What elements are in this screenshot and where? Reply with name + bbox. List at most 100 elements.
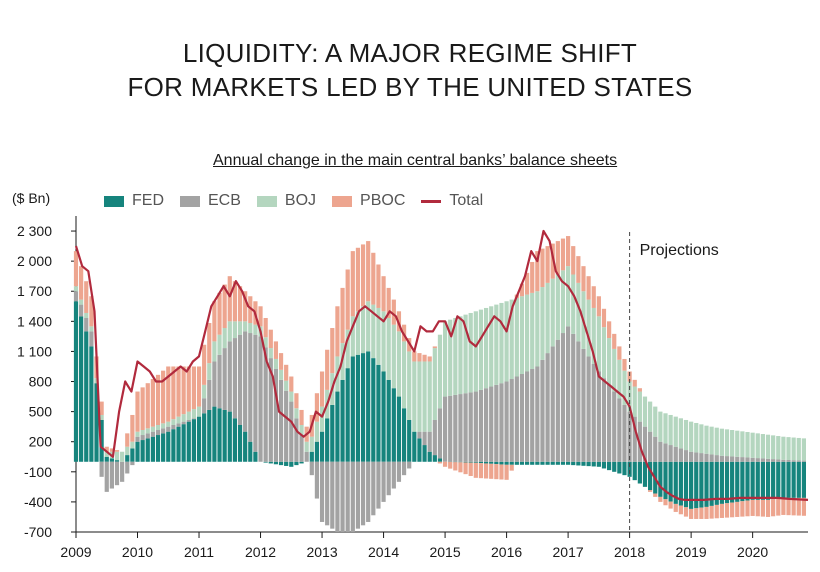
bar-segment-ecb bbox=[330, 461, 335, 529]
bar-segment-pboc bbox=[422, 354, 427, 362]
bar-segment-boj bbox=[437, 334, 443, 409]
bar-segment-ecb bbox=[724, 456, 730, 462]
bar-segment-ecb bbox=[555, 339, 560, 462]
x-tick-label: 2018 bbox=[614, 544, 645, 560]
bar-segment-boj bbox=[268, 348, 273, 359]
bar-segment-pboc bbox=[632, 379, 637, 387]
bar-segment-fed bbox=[627, 461, 632, 477]
bar-segment-ecb bbox=[268, 358, 273, 462]
bar-segment-boj bbox=[161, 423, 166, 429]
bar-segment-ecb bbox=[427, 431, 432, 452]
bar-segment-ecb bbox=[232, 338, 238, 419]
bar-segment-fed bbox=[796, 461, 801, 498]
bar-segment-boj bbox=[468, 312, 473, 393]
bar-segment-pboc bbox=[166, 366, 171, 422]
bar-segment-boj bbox=[519, 296, 525, 374]
bar-segment-pboc bbox=[673, 503, 678, 512]
bar-segment-fed bbox=[319, 431, 325, 462]
bar-segment-boj bbox=[750, 432, 755, 458]
bar-segment-fed bbox=[412, 431, 417, 462]
bar-segment-ecb bbox=[663, 443, 668, 462]
legend-label-fed: FED bbox=[132, 192, 164, 209]
bar-segment-boj bbox=[120, 451, 125, 462]
bar-segment-fed bbox=[581, 461, 586, 466]
bar-segment-pboc bbox=[417, 353, 422, 362]
bar-segment-boj bbox=[765, 434, 771, 459]
legend: FED ECB BOJ PBOC Total bbox=[104, 192, 483, 210]
bar-segment-pboc bbox=[84, 281, 89, 313]
bar-segment-pboc bbox=[735, 501, 740, 517]
bar-segment-fed bbox=[601, 461, 607, 469]
bar-segment-boj bbox=[576, 282, 581, 342]
bar-segment-boj bbox=[89, 326, 94, 332]
bar-segment-pboc bbox=[381, 276, 386, 312]
bar-segment-pboc bbox=[314, 393, 320, 422]
x-axis: 2009 2010 2011 2012 2013 2014 2015 2016 2017 2018… bbox=[60, 531, 808, 560]
x-tick-label: 2019 bbox=[676, 544, 707, 560]
x-tick-label: 2015 bbox=[429, 544, 460, 560]
bar-segment-pboc bbox=[217, 292, 222, 335]
bar-segment-boj bbox=[186, 411, 191, 420]
bar-segment-fed bbox=[222, 409, 227, 462]
bar-segment-pboc bbox=[176, 366, 181, 417]
bar-segment-pboc bbox=[391, 299, 396, 325]
bar-segment-pboc bbox=[268, 329, 273, 349]
bar-segment-boj bbox=[530, 292, 535, 369]
bar-segment-pboc bbox=[140, 387, 145, 431]
bar-segment-pboc bbox=[330, 328, 335, 374]
bar-segment-ecb bbox=[114, 461, 120, 486]
bar-segment-ecb bbox=[432, 419, 437, 456]
bar-segment-boj bbox=[586, 299, 591, 357]
bar-segment-fed bbox=[730, 461, 735, 503]
bar-segment-fed bbox=[617, 461, 622, 474]
bar-segment-pboc bbox=[622, 358, 627, 371]
x-tick-label: 2009 bbox=[60, 544, 91, 560]
bar-segment-boj bbox=[596, 316, 601, 372]
bar-segment-ecb bbox=[335, 461, 340, 532]
bar-segment-fed bbox=[268, 461, 273, 464]
legend-item-ecb: ECB bbox=[180, 192, 241, 210]
bar-segment-boj bbox=[125, 446, 130, 456]
bar-segment-fed bbox=[191, 419, 197, 462]
bar-segment-boj bbox=[196, 406, 202, 417]
bar-segment-pboc bbox=[463, 462, 468, 475]
bar-segment-pboc bbox=[335, 306, 340, 357]
bar-segment-boj bbox=[801, 438, 807, 461]
y-tick-label: 800 bbox=[29, 374, 53, 390]
y-axis: 2 300 2 000 1 700 1 400 1 100 800 500 200 -100 -4… bbox=[17, 216, 77, 540]
bar-segment-fed bbox=[437, 458, 443, 462]
chart-title-line-2: FOR MARKETS LED BY THE UNITED STATES bbox=[127, 72, 693, 102]
bar-segment-boj bbox=[181, 414, 186, 422]
bar-segment-boj bbox=[176, 416, 181, 424]
y-tick-label: 2 000 bbox=[17, 253, 52, 269]
bar-segment-boj bbox=[699, 424, 704, 454]
bar-segment-ecb bbox=[617, 398, 622, 462]
bar-segment-boj bbox=[355, 311, 361, 355]
bar-segment-ecb bbox=[740, 457, 745, 462]
bar-segment-fed bbox=[273, 461, 279, 465]
bar-segment-ecb bbox=[176, 423, 181, 427]
bar-segment-ecb bbox=[489, 386, 494, 462]
bar-segment-fed bbox=[89, 346, 94, 462]
bar-segment-boj bbox=[601, 327, 607, 379]
bar-segment-fed bbox=[540, 461, 545, 465]
bar-segment-boj bbox=[222, 328, 227, 349]
bar-segment-ecb bbox=[560, 333, 566, 462]
y-tick-label: 200 bbox=[29, 434, 53, 450]
bar-segment-pboc bbox=[565, 236, 571, 267]
bar-segment-pboc bbox=[545, 246, 550, 283]
bar-segment-fed bbox=[791, 461, 796, 498]
bar-segment-fed bbox=[801, 461, 807, 498]
bar-segment-ecb bbox=[140, 435, 145, 441]
bar-segment-ecb bbox=[612, 391, 617, 462]
bar-segment-fed bbox=[381, 371, 386, 462]
bar-segment-pboc bbox=[755, 499, 760, 517]
bar-segment-boj bbox=[724, 429, 730, 457]
bar-segment-pboc bbox=[437, 461, 443, 464]
bar-segment-boj bbox=[689, 421, 694, 452]
bar-segment-ecb bbox=[202, 398, 207, 414]
bar-segment-pboc bbox=[786, 497, 791, 516]
bar-segment-fed bbox=[658, 461, 663, 497]
legend-item-total: Total bbox=[421, 192, 483, 210]
bar-segment-pboc bbox=[571, 246, 576, 275]
